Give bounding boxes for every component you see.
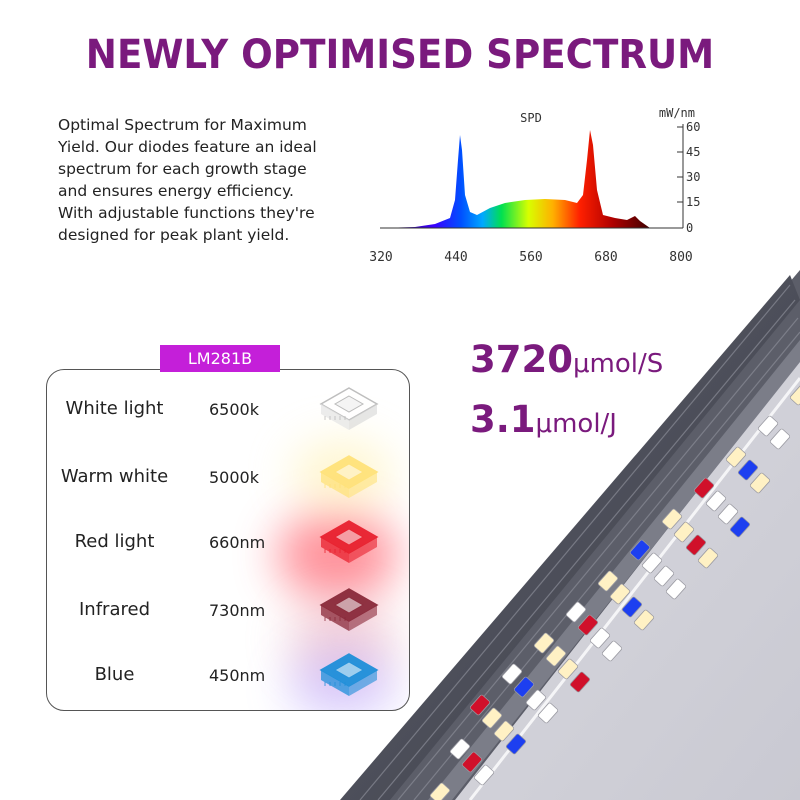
- led-diode: [717, 503, 739, 525]
- spd-y-tick: 1524.3: [686, 195, 700, 209]
- led-diode: [757, 415, 779, 437]
- ppf-stat: 3720μmol/S: [470, 332, 663, 392]
- white-led-chip-icon: [319, 387, 379, 430]
- description-line: designed for peak plant yield.: [58, 226, 290, 244]
- led-diode: [673, 521, 695, 543]
- led-diode: [501, 663, 523, 685]
- led-diode: [589, 627, 611, 649]
- led-row-blue: Blue 450nm: [47, 653, 409, 696]
- led-type-name: Warm white: [60, 466, 169, 487]
- spd-y-tick: 3048.6: [686, 170, 700, 184]
- performance-stats: 3720μmol/S 3.1μmol/J: [470, 332, 663, 452]
- led-diode: [525, 689, 547, 711]
- efficacy-unit: μmol/J: [535, 409, 617, 439]
- led-diode: [769, 428, 791, 450]
- spd-curve: [380, 130, 650, 228]
- led-diode: [693, 477, 715, 499]
- led-diode: [729, 516, 751, 538]
- led-diode: [621, 596, 643, 618]
- spd-y-tick: 6097.2: [686, 120, 700, 134]
- led-diode: [545, 645, 567, 667]
- page-title: NEWLY OPTIMISED SPECTRUM: [85, 32, 715, 78]
- led-diode: [597, 570, 619, 592]
- spd-x-tick: 440: [444, 250, 467, 265]
- led-diode: [749, 472, 771, 494]
- led-diode: [577, 614, 599, 636]
- led-diode: [737, 459, 759, 481]
- led-diode: [493, 720, 515, 742]
- led-diode: [537, 702, 559, 724]
- led-diode: [533, 632, 555, 654]
- blue-led-chip-icon: [319, 653, 379, 696]
- ppf-unit: μmol/S: [572, 349, 664, 379]
- ppf-value: 3720: [470, 338, 573, 381]
- led-diode: [641, 552, 663, 574]
- led-diode: [505, 733, 527, 755]
- spectrum-description: Optimal Spectrum for Maximum Yield. Our …: [58, 114, 338, 246]
- spd-chart-title: SPD: [520, 111, 542, 125]
- led-type-name: Infrared: [79, 599, 150, 620]
- spd-x-tick: 680: [594, 250, 617, 265]
- warm-white-led-chip-icon: [319, 455, 379, 498]
- spd-x-tick: 320: [369, 250, 392, 265]
- efficacy-value: 3.1: [470, 398, 536, 441]
- led-type-value: 660nm: [209, 533, 266, 552]
- led-type-name: Blue: [94, 664, 135, 685]
- led-row-infrared: Infrared 730nm: [47, 588, 409, 631]
- infrared-led-chip-icon: [319, 588, 379, 631]
- spd-x-tick: 800: [669, 250, 692, 265]
- led-diode: [569, 671, 591, 693]
- description-line: and ensures energy efficiency.: [58, 182, 294, 200]
- efficacy-stat: 3.1μmol/J: [470, 392, 663, 452]
- spd-x-tick: 560: [519, 250, 542, 265]
- led-diode: [601, 640, 623, 662]
- led-diode: [725, 446, 747, 468]
- led-diode: [481, 707, 503, 729]
- spd-y-tick: 0: [686, 221, 693, 235]
- spd-unit-label: mW/nm: [659, 106, 695, 120]
- led-type-name: Red light: [74, 531, 155, 552]
- led-diode: [661, 508, 683, 530]
- led-diode: [685, 534, 707, 556]
- led-diode: [469, 694, 491, 716]
- description-line: With adjustable functions they're: [58, 204, 315, 222]
- led-diode: [629, 539, 651, 561]
- led-row-red: Red light 660nm: [47, 520, 409, 563]
- led-diode: [697, 547, 719, 569]
- led-diode: [461, 751, 483, 773]
- led-diode: [653, 565, 675, 587]
- led-diode: [705, 490, 727, 512]
- red-led-chip-icon: [319, 520, 379, 563]
- led-type-name: White light: [65, 398, 164, 419]
- led-types-panel: White light 6500k Warm white 5000k Red l…: [46, 369, 410, 711]
- description-line: spectrum for each growth stage: [58, 160, 307, 178]
- led-diode: [473, 764, 495, 786]
- led-type-value: 5000k: [209, 468, 259, 487]
- led-diode: [449, 738, 471, 760]
- led-diode: [565, 601, 587, 623]
- led-type-value: 730nm: [209, 601, 266, 620]
- led-diode: [609, 583, 631, 605]
- spd-y-tick: 4572.9: [686, 145, 700, 159]
- led-diode: [557, 658, 579, 680]
- led-diode: [665, 578, 687, 600]
- led-type-value: 6500k: [209, 400, 259, 419]
- led-diode: [633, 609, 655, 631]
- led-row-warm-white: Warm white 5000k: [47, 455, 409, 498]
- model-badge: LM281B: [160, 345, 280, 372]
- description-line: Optimal Spectrum for Maximum: [58, 116, 307, 134]
- led-type-value: 450nm: [209, 666, 266, 685]
- led-diode: [789, 384, 800, 406]
- led-diode: [513, 676, 535, 698]
- description-line: Yield. Our diodes feature an ideal: [58, 138, 317, 156]
- led-row-white: White light 6500k: [47, 387, 409, 430]
- spd-chart: SPD mW/nm 6097.2 4572.9 3048.6 1524.3 0 …: [369, 106, 700, 265]
